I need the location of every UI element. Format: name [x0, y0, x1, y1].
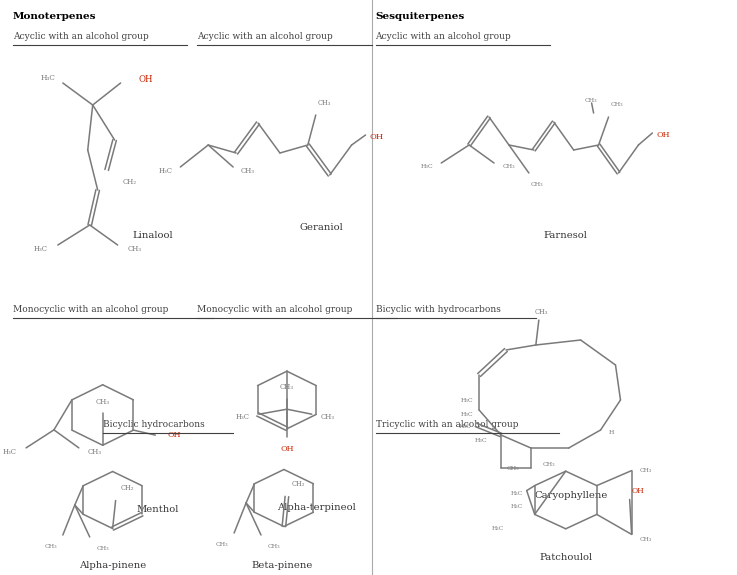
Text: H: H: [609, 430, 614, 435]
Text: CH₃: CH₃: [215, 542, 228, 547]
Text: CH₃: CH₃: [280, 383, 294, 391]
Text: Monoterpenes: Monoterpenes: [13, 12, 97, 21]
Text: CH₃: CH₃: [88, 448, 102, 456]
Text: H₃C: H₃C: [461, 397, 473, 402]
Text: OH: OH: [657, 131, 670, 139]
Text: H₃C: H₃C: [158, 167, 172, 175]
Text: OH: OH: [139, 75, 153, 85]
Text: Patchoulol: Patchoulol: [539, 554, 593, 562]
Text: CH₃: CH₃: [268, 545, 281, 550]
Text: H₃C: H₃C: [461, 412, 473, 417]
Text: H₃C: H₃C: [3, 448, 17, 456]
Text: CH₃: CH₃: [531, 182, 543, 187]
Text: CH₃: CH₃: [610, 102, 624, 108]
Text: OH: OH: [280, 445, 293, 453]
Text: OH: OH: [632, 488, 644, 496]
Text: CH₃: CH₃: [128, 245, 142, 253]
Text: CH₃: CH₃: [640, 537, 652, 542]
Text: H₃C: H₃C: [34, 245, 48, 253]
Text: Caryophyllene: Caryophyllene: [534, 490, 607, 500]
Text: Bicyclic with hydrocarbons: Bicyclic with hydrocarbons: [376, 305, 500, 314]
Text: H₃C: H₃C: [511, 491, 523, 496]
Text: Acyclic with an alcohol group: Acyclic with an alcohol group: [198, 32, 333, 41]
Text: H₃C: H₃C: [41, 74, 56, 82]
Text: CH₂: CH₂: [292, 481, 305, 489]
Text: Monocyclic with an alcohol group: Monocyclic with an alcohol group: [198, 305, 352, 314]
Text: Menthol: Menthol: [136, 505, 178, 515]
Text: Tricyclic with an alcohol group: Tricyclic with an alcohol group: [376, 420, 518, 429]
Text: CH₃: CH₃: [534, 308, 548, 316]
Text: Farnesol: Farnesol: [544, 231, 587, 240]
Text: CH₃: CH₃: [542, 462, 555, 467]
Text: H₃C: H₃C: [458, 424, 471, 430]
Text: Sesquiterpenes: Sesquiterpenes: [376, 12, 465, 21]
Text: CH₃: CH₃: [584, 98, 597, 102]
Text: Geraniol: Geraniol: [300, 224, 343, 232]
Text: CH₃: CH₃: [506, 466, 520, 470]
Text: CH₃: CH₃: [321, 413, 335, 421]
Text: CH₃: CH₃: [97, 546, 109, 551]
Text: CH₃: CH₃: [44, 545, 57, 550]
Text: CH₃: CH₃: [318, 99, 331, 107]
Text: H₃C: H₃C: [511, 504, 523, 509]
Text: Beta-pinene: Beta-pinene: [251, 561, 312, 569]
Text: Linalool: Linalool: [132, 231, 172, 240]
Text: Alpha-pinene: Alpha-pinene: [79, 561, 146, 569]
Text: H₃C: H₃C: [475, 438, 487, 443]
Text: CH₂: CH₂: [121, 485, 134, 493]
Text: CH₃: CH₃: [503, 164, 516, 170]
Text: CH₃: CH₃: [241, 167, 255, 175]
Text: OH: OH: [167, 431, 181, 439]
Text: CH₃: CH₃: [640, 468, 652, 473]
Text: H₃C: H₃C: [421, 164, 433, 170]
Text: Alpha-terpineol: Alpha-terpineol: [277, 503, 356, 512]
Text: Acyclic with an alcohol group: Acyclic with an alcohol group: [376, 32, 511, 41]
Text: Acyclic with an alcohol group: Acyclic with an alcohol group: [13, 32, 149, 41]
Text: Monocyclic with an alcohol group: Monocyclic with an alcohol group: [13, 305, 169, 314]
Text: H₃C: H₃C: [492, 526, 504, 531]
Text: H₃C: H₃C: [236, 413, 250, 421]
Text: CH₃: CH₃: [96, 398, 110, 407]
Text: CH₂: CH₂: [122, 178, 136, 186]
Text: Bicyclic hydrocarbons: Bicyclic hydrocarbons: [102, 420, 204, 429]
Text: OH: OH: [369, 133, 384, 141]
